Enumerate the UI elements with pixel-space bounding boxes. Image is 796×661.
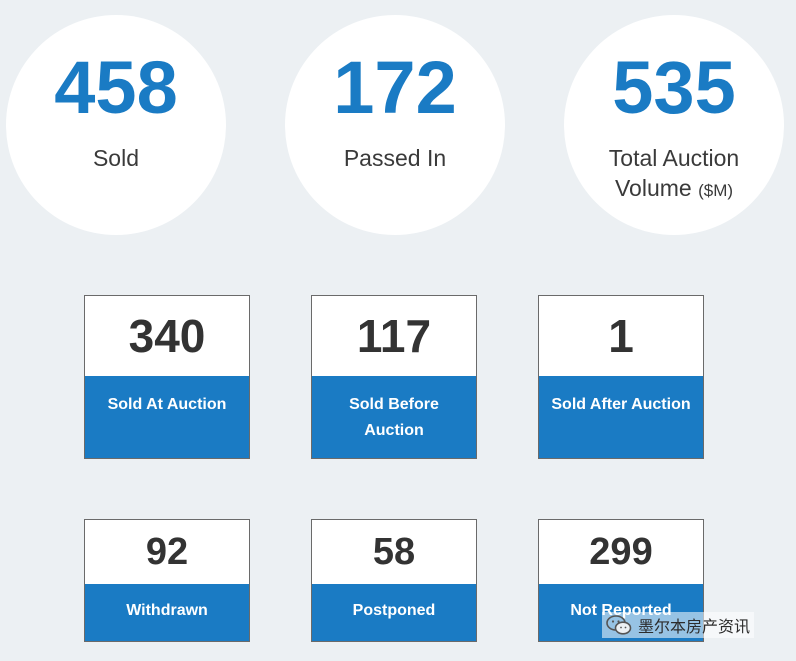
card-postponed: 58 Postponed [311, 519, 477, 642]
stat-value: 458 [54, 46, 178, 129]
stat-circle-sold: 458 Sold [6, 15, 226, 235]
stat-circle-passed-in: 172 Passed In [285, 15, 505, 235]
card-withdrawn: 92 Withdrawn [84, 519, 250, 642]
card-value: 58 [312, 520, 476, 584]
stat-value: 535 [612, 46, 736, 129]
watermark: 墨尔本房产资讯 [602, 612, 755, 638]
card-value: 117 [312, 296, 476, 376]
stat-value: 172 [333, 46, 457, 129]
card-label: Sold At Auction [85, 376, 249, 458]
card-value: 340 [85, 296, 249, 376]
card-label: Postponed [312, 584, 476, 641]
stat-label: Passed In [343, 145, 447, 171]
stat-label: Total Auction Volume ($M) [608, 145, 740, 201]
card-sold-after-auction: 1 Sold After Auction [538, 295, 704, 459]
wechat-icon [606, 615, 632, 635]
card-sold-at-auction: 340 Sold At Auction [84, 295, 250, 459]
card-label: Sold Before Auction [312, 376, 476, 458]
card-label: Sold After Auction [539, 376, 703, 458]
stat-label: Sold [92, 145, 140, 171]
watermark-text: 墨尔本房产资讯 [638, 619, 751, 636]
stat-circle-total-volume: 535 Total Auction Volume ($M) [564, 15, 784, 235]
card-sold-before-auction: 117 Sold Before Auction [311, 295, 477, 459]
card-value: 92 [85, 520, 249, 584]
stat-unit: ($M) [698, 181, 734, 200]
card-label: Withdrawn [85, 584, 249, 641]
card-value: 1 [539, 296, 703, 376]
card-value: 299 [539, 520, 703, 584]
